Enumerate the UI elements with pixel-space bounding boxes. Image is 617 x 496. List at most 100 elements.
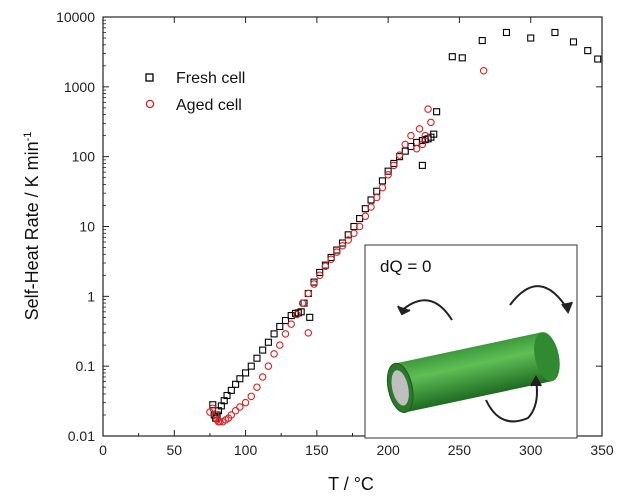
data-point-fresh (448, 53, 456, 61)
data-point-aged (264, 362, 273, 370)
data-point-aged (253, 383, 261, 391)
data-point-fresh (209, 401, 217, 409)
y-tick-label: 10 (79, 219, 95, 235)
inset-cell-illustration: dQ = 0 (364, 244, 578, 439)
data-point-aged (276, 341, 284, 349)
data-point-fresh (401, 147, 409, 155)
x-tick-label: 50 (166, 442, 182, 458)
data-point-fresh (373, 187, 381, 195)
data-point-aged (378, 183, 387, 192)
data-point-aged (344, 236, 352, 244)
data-point-aged (287, 320, 295, 328)
x-tick-label: 250 (448, 442, 472, 458)
data-point-fresh (569, 38, 578, 46)
data-point-aged (310, 280, 318, 288)
data-point-aged (304, 289, 313, 298)
data-point-fresh (458, 54, 466, 62)
data-point-aged (350, 229, 358, 238)
inset-label: dQ = 0 (380, 257, 432, 276)
data-point-aged (209, 404, 217, 412)
data-point-fresh (594, 55, 602, 63)
data-point-fresh (264, 338, 272, 346)
data-point-aged (372, 193, 381, 202)
data-point-fresh (242, 369, 250, 377)
legend: Fresh cell Aged cell (136, 57, 306, 117)
data-point-fresh (433, 108, 441, 116)
data-point-aged (395, 151, 404, 159)
data-point-fresh (306, 313, 314, 321)
data-point-fresh (223, 391, 231, 400)
data-point-aged (321, 262, 330, 270)
data-point-aged (407, 131, 415, 140)
data-point-aged (384, 171, 392, 179)
data-point-aged (315, 271, 324, 280)
y-axis-title: Self-Heat Rate / K min-1 (22, 132, 42, 321)
data-point-fresh (232, 380, 240, 388)
x-tick-label: 300 (519, 442, 543, 458)
data-point-fresh (316, 268, 324, 276)
data-point-aged (236, 403, 244, 411)
legend-label-fresh: Fresh cell (176, 70, 245, 87)
data-point-fresh (236, 375, 244, 383)
data-point-aged (412, 144, 421, 153)
y-axis-title-text: Self-Heat Rate / K min (22, 141, 42, 320)
data-point-fresh (584, 47, 592, 55)
data-point-fresh (378, 177, 386, 185)
legend-marker-aged (145, 99, 155, 109)
data-point-aged (327, 255, 335, 263)
data-point-aged (281, 330, 290, 338)
data-point-aged (367, 203, 375, 211)
y-tick-label: 0.1 (76, 358, 96, 374)
data-point-aged (293, 310, 301, 319)
x-tick-label: 0 (99, 442, 107, 458)
x-tick-label: 350 (590, 442, 614, 458)
data-point-aged (390, 161, 398, 170)
data-point-aged (427, 118, 435, 127)
data-point-aged (227, 411, 236, 419)
data-point-fresh (276, 322, 284, 331)
data-point-aged (421, 131, 429, 140)
x-tick-label: 150 (305, 442, 329, 458)
data-point-fresh (259, 346, 267, 354)
y-tick-label: 0.01 (68, 428, 95, 444)
data-point-fresh (227, 386, 235, 394)
x-tick-label: 200 (376, 442, 400, 458)
data-point-fresh (338, 239, 347, 247)
data-point-fresh (247, 362, 255, 370)
data-point-aged (333, 248, 341, 256)
data-point-aged (211, 411, 220, 419)
data-point-aged (418, 140, 427, 149)
data-point-fresh (281, 317, 290, 325)
data-point-fresh (502, 28, 511, 37)
data-point-aged (304, 329, 313, 337)
data-point-aged (298, 299, 307, 307)
data-point-fresh (270, 330, 278, 338)
data-point-fresh (418, 161, 426, 169)
data-point-aged (355, 222, 364, 231)
x-axis-title: T / °C (328, 474, 374, 494)
data-point-aged (401, 140, 410, 149)
heat-flow-arrows-icon (397, 285, 573, 423)
legend-marker-fresh (145, 73, 154, 82)
data-point-aged (241, 398, 250, 407)
y-axis-title-group: Self-Heat Rate / K min-1 (22, 132, 42, 321)
legend-label-aged: Aged cell (176, 97, 242, 114)
y-tick-label: 10000 (56, 9, 95, 25)
data-point-fresh (430, 130, 438, 138)
data-point-aged (361, 212, 370, 221)
y-tick-label: 1000 (64, 79, 95, 95)
y-axis-title-superscript: -1 (22, 132, 34, 142)
data-point-fresh (253, 354, 261, 362)
data-point-fresh (478, 37, 486, 45)
y-tick-label: 1 (87, 288, 95, 304)
plot-area: 0 50 100 150 200 250 300 350 0.01 0.1 1 10 100 1000 10… (56, 9, 614, 458)
data-point-aged (270, 350, 278, 358)
data-point-aged (479, 66, 488, 75)
y-tick-label: 100 (72, 149, 96, 165)
data-point-aged (258, 373, 267, 381)
data-point-aged (247, 392, 256, 401)
data-point-aged (415, 125, 424, 133)
legend-box (136, 57, 306, 117)
data-point-fresh (527, 34, 535, 42)
